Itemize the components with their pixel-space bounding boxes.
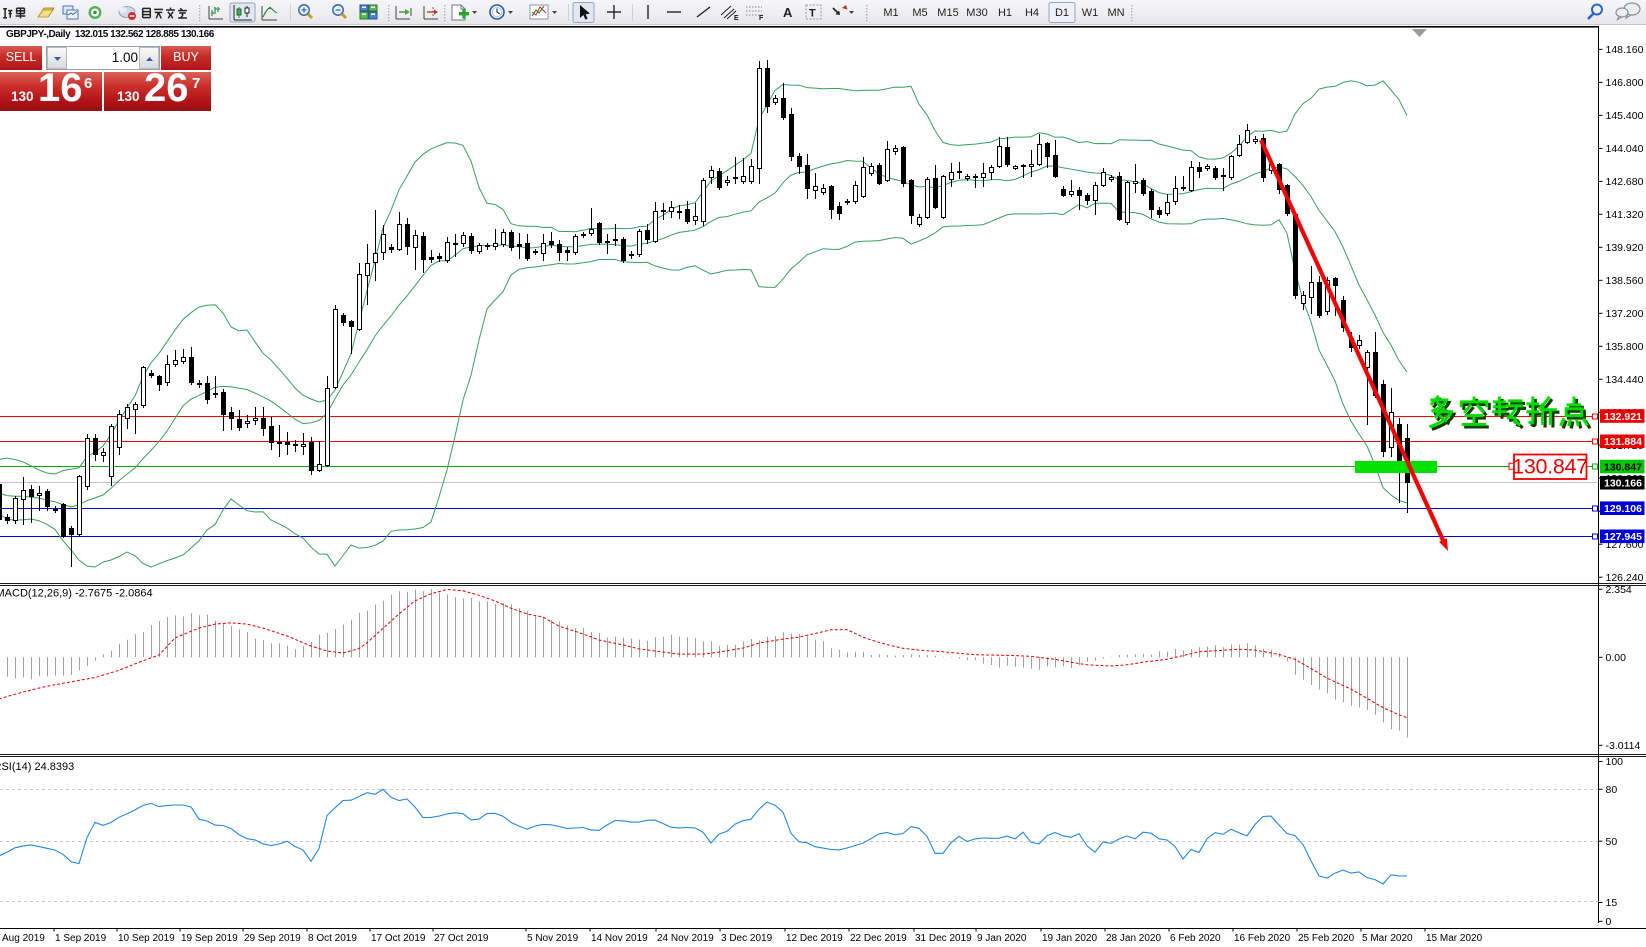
svg-text:T: T (809, 8, 816, 20)
svg-text:Aug 2019: Aug 2019 (2, 933, 45, 944)
svg-text:E: E (734, 15, 739, 22)
svg-text:31 Dec 2019: 31 Dec 2019 (915, 933, 972, 944)
svg-text:5 Nov 2019: 5 Nov 2019 (527, 933, 579, 944)
svg-text:16 Feb 2020: 16 Feb 2020 (1234, 933, 1291, 944)
svg-text:145.400: 145.400 (1606, 110, 1644, 122)
svg-text:M15: M15 (937, 7, 958, 19)
svg-text:100: 100 (1606, 756, 1624, 768)
svg-text:9 Jan 2020: 9 Jan 2020 (977, 933, 1027, 944)
svg-text:29 Sep 2019: 29 Sep 2019 (244, 933, 301, 944)
svg-text:139.920: 139.920 (1606, 242, 1644, 254)
svg-text:127.945: 127.945 (1604, 531, 1642, 543)
svg-text:12 Dec 2019: 12 Dec 2019 (786, 933, 843, 944)
svg-text:M5: M5 (912, 7, 927, 19)
svg-text:H1: H1 (998, 7, 1012, 19)
svg-text:22 Dec 2019: 22 Dec 2019 (850, 933, 907, 944)
svg-text:MACD(12,26,9) -2.7675 -2.0864: MACD(12,26,9) -2.7675 -2.0864 (0, 588, 153, 600)
svg-text:141.320: 141.320 (1606, 209, 1644, 221)
svg-text:148.160: 148.160 (1606, 44, 1644, 56)
svg-text:130.847: 130.847 (1512, 455, 1588, 479)
svg-text:134.440: 134.440 (1606, 374, 1644, 386)
svg-text:W1: W1 (1082, 7, 1099, 19)
svg-text:126.240: 126.240 (1606, 572, 1644, 584)
svg-text:1 Sep 2019: 1 Sep 2019 (55, 933, 107, 944)
svg-text:19 Sep 2019: 19 Sep 2019 (181, 933, 238, 944)
svg-text:50: 50 (1606, 836, 1618, 848)
svg-text:RSI(14) 24.8393: RSI(14) 24.8393 (0, 761, 74, 773)
svg-text:F: F (759, 15, 764, 22)
svg-text:144.040: 144.040 (1606, 143, 1644, 155)
svg-text:131.884: 131.884 (1604, 436, 1642, 448)
svg-text:146.800: 146.800 (1606, 77, 1644, 89)
svg-text:25 Feb 2020: 25 Feb 2020 (1298, 933, 1355, 944)
svg-text:A: A (783, 5, 793, 20)
svg-text:80: 80 (1606, 784, 1618, 796)
svg-text:14 Nov 2019: 14 Nov 2019 (591, 933, 648, 944)
svg-text:15: 15 (1606, 897, 1618, 909)
svg-text:-3.0114: -3.0114 (1606, 740, 1641, 752)
svg-text:8 Oct 2019: 8 Oct 2019 (308, 933, 357, 944)
svg-text:0: 0 (1606, 916, 1612, 928)
svg-text:D1: D1 (1055, 7, 1069, 19)
svg-text:24 Nov 2019: 24 Nov 2019 (657, 933, 714, 944)
svg-text:10 Sep 2019: 10 Sep 2019 (118, 933, 175, 944)
svg-text:28 Jan 2020: 28 Jan 2020 (1106, 933, 1161, 944)
svg-text:138.560: 138.560 (1606, 275, 1644, 287)
svg-text:15 Mar 2020: 15 Mar 2020 (1426, 933, 1483, 944)
svg-text:129.106: 129.106 (1604, 503, 1642, 515)
svg-text:132.921: 132.921 (1604, 411, 1642, 423)
svg-text:MN: MN (1107, 7, 1124, 19)
svg-text:142.680: 142.680 (1606, 176, 1644, 188)
svg-text:M30: M30 (966, 7, 987, 19)
svg-text:135.800: 135.800 (1606, 341, 1644, 353)
svg-text:H4: H4 (1025, 7, 1039, 19)
svg-text:5 Mar 2020: 5 Mar 2020 (1362, 933, 1413, 944)
svg-text:M1: M1 (883, 7, 898, 19)
svg-text:27 Oct 2019: 27 Oct 2019 (434, 933, 489, 944)
svg-text:2.354: 2.354 (1606, 584, 1632, 596)
svg-text:19 Jan 2020: 19 Jan 2020 (1042, 933, 1097, 944)
svg-text:17 Oct 2019: 17 Oct 2019 (371, 933, 426, 944)
svg-text:0.00: 0.00 (1606, 652, 1627, 664)
svg-text:3 Dec 2019: 3 Dec 2019 (721, 933, 773, 944)
svg-text:137.200: 137.200 (1606, 308, 1644, 320)
svg-text:6 Feb 2020: 6 Feb 2020 (1170, 933, 1221, 944)
svg-text:130.166: 130.166 (1604, 478, 1642, 490)
svg-text:130.847: 130.847 (1604, 461, 1642, 473)
